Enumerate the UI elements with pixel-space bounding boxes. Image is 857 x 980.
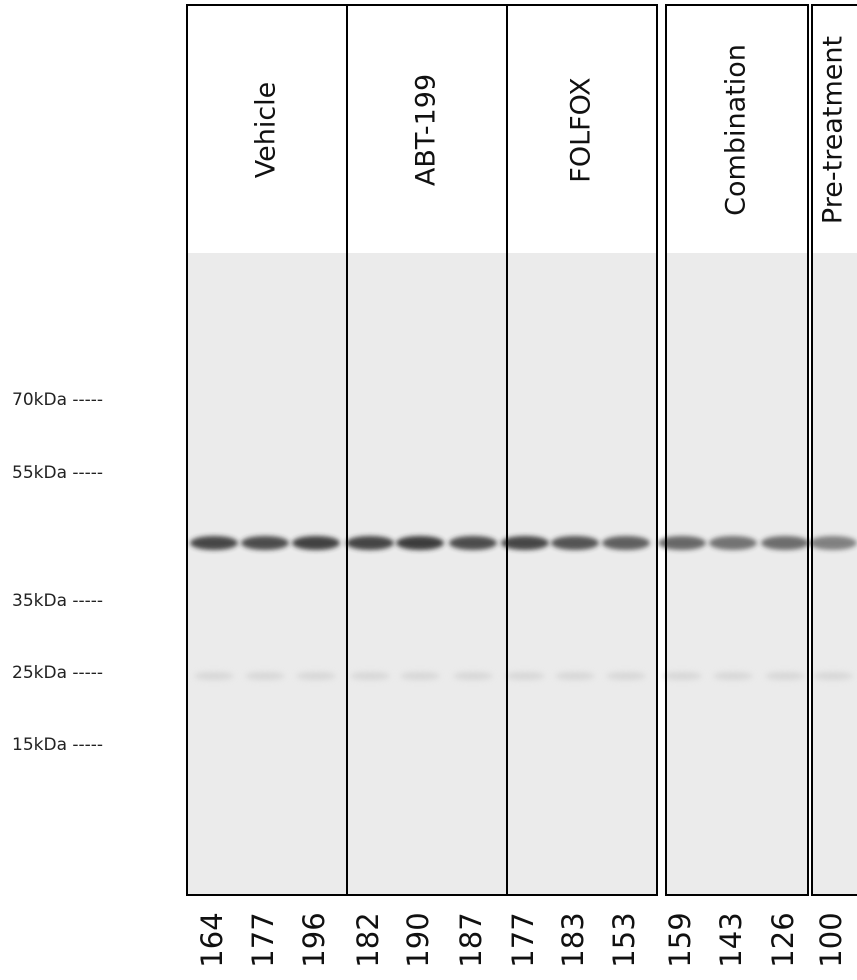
faint-band [606,672,646,680]
group-label: Vehicle [251,82,282,179]
protein-band [761,536,809,550]
gel-area [347,253,507,895]
blot-figure: 164 177 196 Vehicle 182 190 187 ABT-199 177 183 15… [0,0,857,980]
lane-number: 100 [814,912,848,967]
faint-band [505,672,545,680]
group-label: FOLFOX [566,77,597,182]
protein-band [551,536,599,550]
faint-band [245,672,285,680]
protein-band [241,536,289,550]
protein-band [292,536,340,550]
gel-area [812,253,857,895]
gel-area [507,253,657,895]
faint-band [713,672,753,680]
group-label: Combination [721,44,752,216]
protein-band [602,536,650,550]
lane-number: 182 [351,912,385,967]
faint-band [555,672,595,680]
protein-band [449,536,497,550]
lane-number: 177 [506,912,540,967]
protein-band [809,536,857,550]
lane-number: 196 [297,912,331,967]
gel-area [187,253,347,895]
group-label: ABT-199 [411,74,442,186]
protein-band [396,536,444,550]
marker-label: 70kDa ----- [12,390,103,410]
lane-number: 126 [766,912,800,967]
faint-band [453,672,493,680]
gel-area [666,253,808,895]
lane-number: 164 [195,912,229,967]
faint-band [662,672,702,680]
group-label: Pre-treatment [818,36,849,224]
faint-band [350,672,390,680]
marker-label: 25kDa ----- [12,663,103,683]
lane-number: 153 [607,912,641,967]
protein-band [190,536,238,550]
protein-band [709,536,757,550]
faint-band [765,672,805,680]
faint-band [194,672,234,680]
faint-band [813,672,853,680]
marker-label: 35kDa ----- [12,591,103,611]
protein-band [501,536,549,550]
lane-number: 159 [663,912,697,967]
lane-number: 187 [454,912,488,967]
protein-band [346,536,394,550]
marker-label: 55kDa ----- [12,463,103,483]
marker-label: 15kDa ----- [12,735,103,755]
lane-number: 190 [401,912,435,967]
lane-number: 183 [556,912,590,967]
lane-number: 177 [246,912,280,967]
faint-band [296,672,336,680]
faint-band [400,672,440,680]
lane-number: 143 [714,912,748,967]
